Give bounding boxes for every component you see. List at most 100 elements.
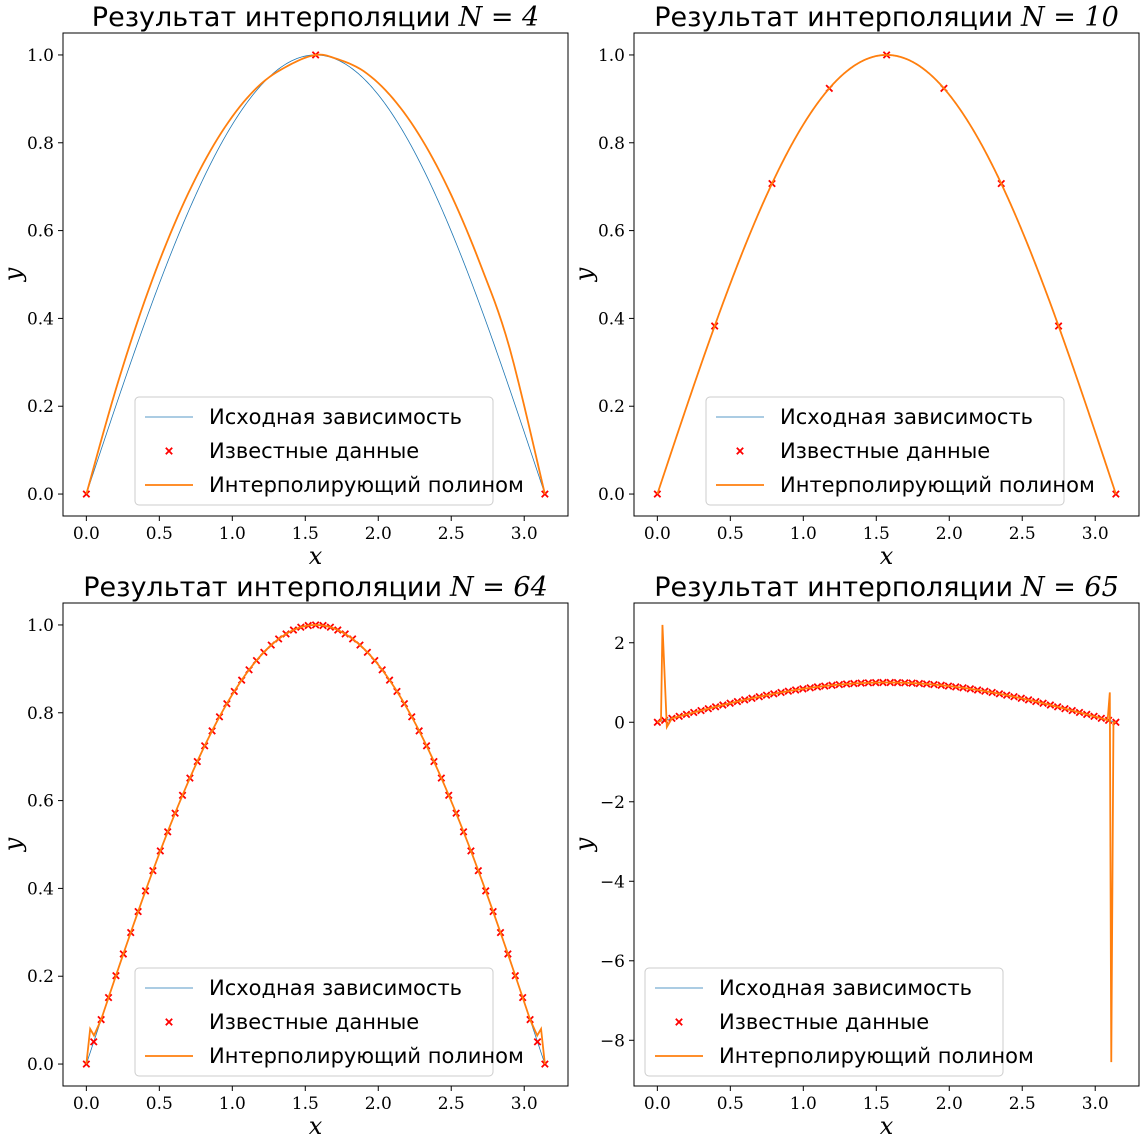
- x-tick-label: 2.5: [1009, 524, 1036, 544]
- x-tick-label: 1.5: [292, 1094, 319, 1114]
- y-axis-label: y: [570, 267, 598, 282]
- legend-entry-label: Интерполирующий полином: [209, 473, 524, 497]
- legend-entry-label: Интерполирующий полином: [780, 473, 1095, 497]
- legend-entry-label: Интерполирующий полином: [719, 1044, 1034, 1068]
- y-tick-label: 0.4: [598, 309, 625, 329]
- chart-title: Результат интерполяции N = 4: [92, 2, 539, 33]
- legend-entry-label: Известные данные: [719, 1010, 929, 1034]
- legend-entry-label: Исходная зависимость: [780, 405, 1033, 429]
- chart-title: Результат интерполяции N = 64: [83, 572, 548, 603]
- chart-title-text: Результат интерполяции: [654, 572, 1013, 603]
- chart-title-math: N = 10: [1020, 2, 1119, 33]
- y-axis-ticks: 0.0 0.2 0.4 0.6 0.8 1.0: [598, 46, 634, 505]
- x-axis-label: x: [880, 1112, 894, 1140]
- data-point-marker: [533, 1037, 542, 1046]
- subplot-3: 0.0 0.5 1.0 1.5 2.0 2.5 3.0 0.0 0.2 0.4 0.6 0.8 1.0 x…: [0, 572, 569, 1140]
- y-tick-label: 1.0: [27, 46, 54, 66]
- x-axis-ticks: 0.0 0.5 1.0 1.5 2.0 2.5 3.0: [73, 516, 538, 544]
- y-tick-label: 0.0: [27, 485, 54, 505]
- interpolating-polynomial-line: [656, 54, 1117, 495]
- chart-title-math: N = 64: [449, 572, 548, 603]
- plot-area: [653, 51, 1120, 498]
- x-tick-label: 1.5: [863, 524, 890, 544]
- x-tick-label: 1.0: [219, 524, 246, 544]
- x-tick-label: 0.0: [73, 1094, 100, 1114]
- x-tick-label: 2.0: [936, 1094, 963, 1114]
- y-tick-label: 0.6: [27, 792, 54, 812]
- x-tick-label: 0.0: [644, 1094, 671, 1114]
- x-tick-label: 3.0: [1082, 1094, 1109, 1114]
- chart-title-text: Результат интерполяции: [83, 572, 442, 603]
- y-axis-ticks: −8 −6 −4 −2 0 2: [600, 634, 634, 1051]
- subplot-2: 0.0 0.5 1.0 1.5 2.0 2.5 3.0 0.0 0.2 0.4 0.6 0.8 1.0 x…: [570, 2, 1140, 570]
- legend-entry-label: Исходная зависимость: [719, 976, 972, 1000]
- x-tick-label: 0.0: [73, 524, 100, 544]
- legend-swatch-marker: [736, 447, 744, 455]
- legend-box: [134, 967, 494, 1077]
- x-tick-label: 3.0: [1082, 524, 1109, 544]
- y-tick-label: 0.6: [27, 222, 54, 242]
- x-tick-label: 2.5: [438, 1094, 465, 1114]
- y-tick-label: −4: [600, 872, 625, 892]
- chart-title: Результат интерполяции N = 10: [654, 2, 1119, 33]
- chart-title-text: Результат интерполяции: [92, 2, 451, 33]
- y-tick-label: 0.8: [598, 134, 625, 154]
- y-tick-label: 0.4: [27, 309, 54, 329]
- y-tick-label: 0.0: [598, 485, 625, 505]
- y-tick-label: 0.2: [598, 397, 625, 417]
- interpolating-polynomial-line: [85, 624, 546, 1065]
- y-tick-label: 0.0: [27, 1055, 54, 1075]
- x-tick-label: 1.5: [863, 1094, 890, 1114]
- x-tick-label: 0.5: [146, 1094, 173, 1114]
- y-tick-label: 0.8: [27, 704, 54, 724]
- x-tick-label: 1.0: [219, 1094, 246, 1114]
- legend-entry-label: Известные данные: [209, 1010, 419, 1034]
- legend-box: [644, 967, 1004, 1077]
- chart-title-math: N = 4: [458, 2, 540, 33]
- y-axis-ticks: 0.0 0.2 0.4 0.6 0.8 1.0: [27, 616, 63, 1075]
- legend-swatch-marker: [675, 1018, 683, 1026]
- plot-area: [82, 51, 549, 498]
- x-tick-label: 0.0: [644, 524, 671, 544]
- data-point-marker: [89, 1037, 98, 1046]
- x-tick-label: 2.5: [1009, 1094, 1036, 1114]
- legend-entry-label: Исходная зависимость: [209, 405, 462, 429]
- legend-swatch-marker: [165, 1018, 173, 1026]
- chart-title-text: Результат интерполяции: [654, 2, 1013, 33]
- x-tick-label: 1.5: [292, 524, 319, 544]
- x-axis-label: x: [309, 542, 323, 570]
- chart-title-math: N = 65: [1020, 572, 1119, 603]
- y-tick-label: 1.0: [598, 46, 625, 66]
- x-tick-label: 0.5: [146, 524, 173, 544]
- x-tick-label: 2.0: [365, 524, 392, 544]
- x-tick-label: 0.5: [717, 1094, 744, 1114]
- subplot-4: 0.0 0.5 1.0 1.5 2.0 2.5 3.0 −8 −6 −4 −2 0 2 x y Результ…: [570, 572, 1140, 1140]
- y-tick-label: −6: [600, 952, 625, 972]
- plot-area: [653, 624, 1120, 1063]
- data-point-marker: [1112, 490, 1120, 498]
- x-axis-label: x: [309, 1112, 323, 1140]
- x-tick-label: 1.0: [790, 1094, 817, 1114]
- x-axis-ticks: 0.0 0.5 1.0 1.5 2.0 2.5 3.0: [644, 516, 1109, 544]
- x-axis-ticks: 0.0 0.5 1.0 1.5 2.0 2.5 3.0: [644, 1086, 1109, 1114]
- y-tick-label: 0.2: [27, 397, 54, 417]
- subplot-1: 0.0 0.5 1.0 1.5 2.0 2.5 3.0 0.0 0.2 0.4 0.6 0.8 1.0 x…: [0, 2, 569, 570]
- x-tick-label: 3.0: [511, 1094, 538, 1114]
- legend-entry-label: Интерполирующий полином: [209, 1044, 524, 1068]
- y-tick-label: 0.4: [27, 879, 54, 899]
- plot-area: [82, 621, 549, 1068]
- y-tick-label: 0.8: [27, 134, 54, 154]
- y-axis-ticks: 0.0 0.2 0.4 0.6 0.8 1.0: [27, 46, 63, 505]
- y-axis-label: y: [0, 267, 27, 282]
- interpolating-polynomial-line: [85, 53, 546, 495]
- legend-entry-label: Исходная зависимость: [209, 976, 462, 1000]
- x-tick-label: 1.0: [790, 524, 817, 544]
- x-tick-label: 0.5: [717, 524, 744, 544]
- legend-box: [705, 396, 1065, 506]
- legend-entry-label: Известные данные: [209, 439, 419, 463]
- x-tick-label: 2.5: [438, 524, 465, 544]
- legend-box: [134, 396, 494, 506]
- x-tick-label: 3.0: [511, 524, 538, 544]
